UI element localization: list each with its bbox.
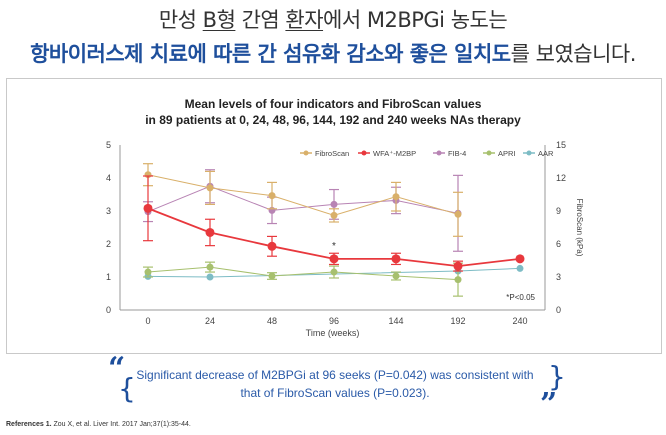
left-brace-icon: {	[118, 372, 136, 405]
data-point	[392, 193, 400, 201]
legend-label: FIB-4	[448, 149, 466, 158]
x-tick-label: 192	[450, 316, 465, 326]
y-tick-label-left: 0	[106, 305, 111, 315]
x-tick-label: 144	[388, 316, 403, 326]
headline-plain-text: 를 보였습니다.	[510, 42, 637, 66]
y-tick-label-right: 3	[556, 272, 561, 282]
data-point	[143, 203, 153, 213]
legend-label: FibroScan	[315, 149, 349, 158]
y-tick-label-right: 0	[556, 305, 561, 315]
headline-underlined-text: B형	[202, 8, 236, 32]
y-tick-label-right: 12	[556, 173, 566, 183]
x-tick-label: 240	[512, 316, 527, 326]
data-point	[454, 210, 462, 218]
legend-label: APRI	[498, 149, 516, 158]
series-line	[147, 174, 459, 216]
significance-marker: *	[332, 241, 336, 252]
headline-text: 간염	[235, 8, 286, 32]
y-tick-label-right: 6	[556, 239, 561, 249]
data-point	[329, 254, 339, 264]
y-tick-label-left: 3	[106, 206, 111, 216]
x-tick-label: 24	[205, 316, 215, 326]
data-point	[516, 264, 524, 272]
right-brace-icon: }	[548, 360, 566, 393]
data-point	[330, 200, 338, 208]
headline-text: 만성	[158, 8, 203, 32]
close-quote-icon: ”	[540, 387, 558, 422]
data-point	[391, 254, 401, 264]
data-point	[330, 211, 338, 219]
legend-label: WFA⁺-M2BP	[373, 149, 416, 158]
conclusion-line1: Significant decrease of M2BPGi at 96 see…	[136, 368, 534, 382]
conclusion-text: Significant decrease of M2BPGi at 96 see…	[130, 366, 540, 402]
data-point	[268, 192, 276, 200]
data-point	[453, 261, 463, 271]
x-tick-label: 48	[267, 316, 277, 326]
open-quote-icon: “	[108, 351, 126, 386]
headline-text: 에서 M2BPGi 농도는	[323, 8, 508, 32]
series-line	[147, 185, 459, 214]
legend-marker	[436, 150, 442, 156]
data-point	[515, 254, 525, 264]
legend-marker	[526, 150, 532, 156]
reference-label: References 1.	[6, 421, 52, 428]
headline-underlined-text: 환자	[285, 8, 324, 32]
data-point	[144, 268, 152, 276]
y-tick-label-right: 15	[556, 140, 566, 150]
y-tick-label-left: 5	[106, 140, 111, 150]
significance-note: *P<0.05	[506, 293, 535, 302]
reference: References 1. Zou X, et al. Liver Int. 2…	[6, 421, 191, 428]
data-point	[267, 241, 277, 251]
chart-subtitle: in 89 patients at 0, 24, 48, 96, 144, 19…	[145, 113, 521, 127]
data-point	[206, 273, 214, 281]
legend-label: AAR	[538, 149, 554, 158]
headline-bold-text: 항바이러스제 치료에 따른 간 섬유화 감소와 좋은 일치도	[30, 42, 511, 66]
series-line	[147, 266, 459, 281]
y-tick-label-left: 4	[106, 173, 111, 183]
data-point	[205, 227, 215, 237]
conclusion-line2: that of FibroScan values (P=0.023).	[240, 386, 430, 400]
data-point	[454, 276, 462, 284]
chart-title-block: Mean levels of four indicators and Fibro…	[0, 96, 666, 128]
reference-text: Zou X, et al. Liver Int. 2017 Jan;37(1):…	[51, 421, 191, 428]
x-tick-label: 96	[329, 316, 339, 326]
legend-marker	[486, 150, 492, 156]
y-tick-label-left: 2	[106, 239, 111, 249]
data-point	[206, 263, 214, 271]
chart-title: Mean levels of four indicators and Fibro…	[184, 97, 482, 111]
y-tick-label-right: 9	[556, 206, 561, 216]
legend-marker	[361, 150, 367, 156]
data-point	[268, 272, 276, 280]
legend-marker	[303, 150, 309, 156]
y-tick-label-left: 1	[106, 272, 111, 282]
headline-line2: 항바이러스제 치료에 따른 간 섬유화 감소와 좋은 일치도를 보였습니다.	[0, 38, 666, 68]
x-axis-title: Time (weeks)	[306, 328, 360, 338]
headline-line1: 만성 B형 간염 환자에서 M2BPGi 농도는	[0, 4, 666, 34]
data-point	[392, 272, 400, 280]
x-tick-label: 0	[145, 316, 150, 326]
data-point	[330, 268, 338, 276]
y-axis-title-right: FibroScan (kPa)	[575, 199, 584, 257]
data-point	[206, 184, 214, 192]
